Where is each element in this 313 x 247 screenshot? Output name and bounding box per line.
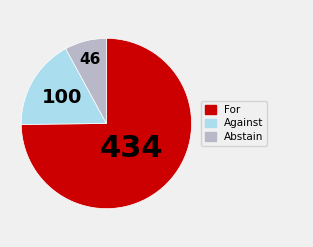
Text: 100: 100	[42, 88, 83, 107]
Wedge shape	[21, 49, 106, 124]
Wedge shape	[21, 38, 192, 209]
Wedge shape	[66, 38, 106, 123]
Legend: For, Against, Abstain: For, Against, Abstain	[201, 101, 268, 146]
Text: 46: 46	[80, 52, 101, 67]
Text: 434: 434	[100, 134, 164, 163]
